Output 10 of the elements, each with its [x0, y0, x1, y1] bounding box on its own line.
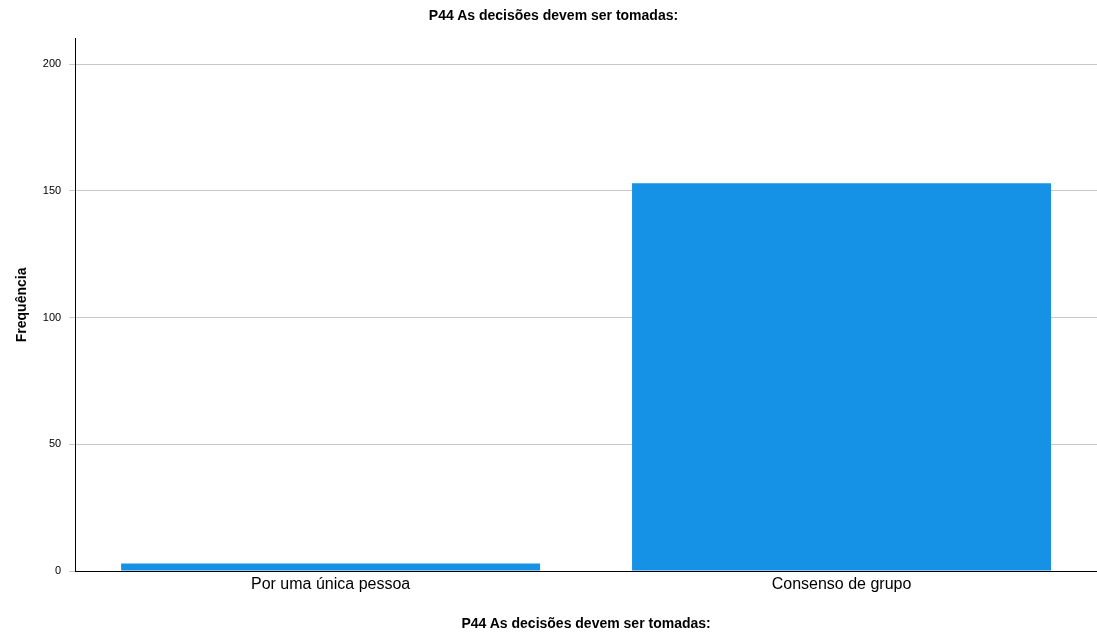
y-tick-label: 200 — [42, 57, 62, 70]
y-tick-label: 50 — [48, 437, 62, 450]
chart-title: P44 As decisões devem ser tomadas: — [428, 7, 679, 24]
y-tick-label: 150 — [42, 183, 62, 196]
y-tick-label: 100 — [42, 310, 62, 323]
y-axis-title: Frequência — [13, 267, 30, 343]
y-tick-label: 0 — [55, 564, 62, 577]
x-axis-title: P44 As decisões devem ser tomadas: — [461, 615, 711, 632]
x-tick-label: Consenso de grupo — [771, 575, 912, 593]
x-tick-label: Por uma única pessoa — [251, 575, 411, 593]
